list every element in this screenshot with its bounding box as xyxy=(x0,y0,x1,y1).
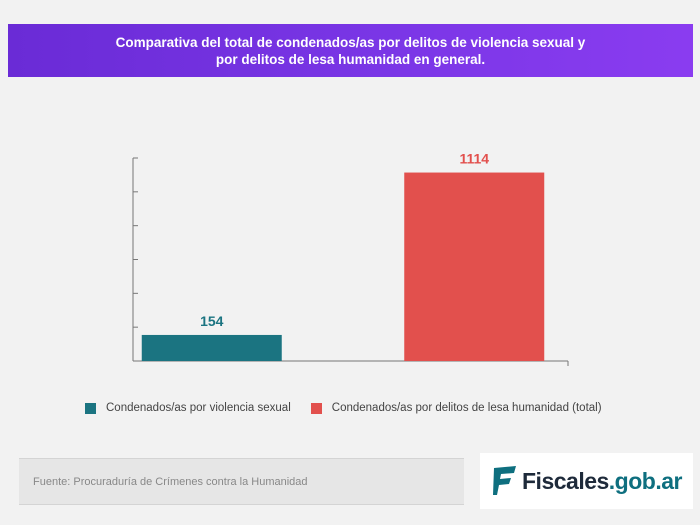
logo-name: Fiscales xyxy=(522,467,609,494)
legend-item-lesa-humanidad: Condenados/as por delitos de lesa humani… xyxy=(310,402,602,414)
legend-label: Condenados/as por violencia sexual xyxy=(106,402,291,414)
logo-suffix: .gob.ar xyxy=(608,467,683,494)
legend-swatch-red xyxy=(310,402,322,414)
fiscales-logo-icon xyxy=(493,466,516,495)
bar xyxy=(404,172,545,361)
bar xyxy=(141,334,282,361)
data-label: 154 xyxy=(200,313,224,329)
legend-swatch-teal xyxy=(85,402,96,414)
chart-title: Comparativa del total de condenados/as p… xyxy=(116,34,586,68)
chart-title-line-2: por delitos de lesa humanidad en general… xyxy=(215,51,486,67)
title-banner: Comparativa del total de condenados/as p… xyxy=(8,24,693,77)
fiscales-logo[interactable]: Fiscales.gob.ar xyxy=(480,453,693,509)
chart-title-line-1: Comparativa del total de condenados/as p… xyxy=(115,34,586,50)
legend-item-violencia-sexual: Condenados/as por violencia sexual xyxy=(85,402,291,414)
data-label: 1114 xyxy=(459,151,489,167)
legend-label: Condenados/as por delitos de lesa humani… xyxy=(331,402,602,414)
logo-text: Fiscales.gob.ar xyxy=(522,468,682,495)
source-text: Fuente: Procuraduría de Crímenes contra … xyxy=(33,475,308,488)
source-note: Fuente: Procuraduría de Crímenes contra … xyxy=(19,458,464,505)
chart-legend: Condenados/as por violencia sexual Conde… xyxy=(85,400,622,416)
